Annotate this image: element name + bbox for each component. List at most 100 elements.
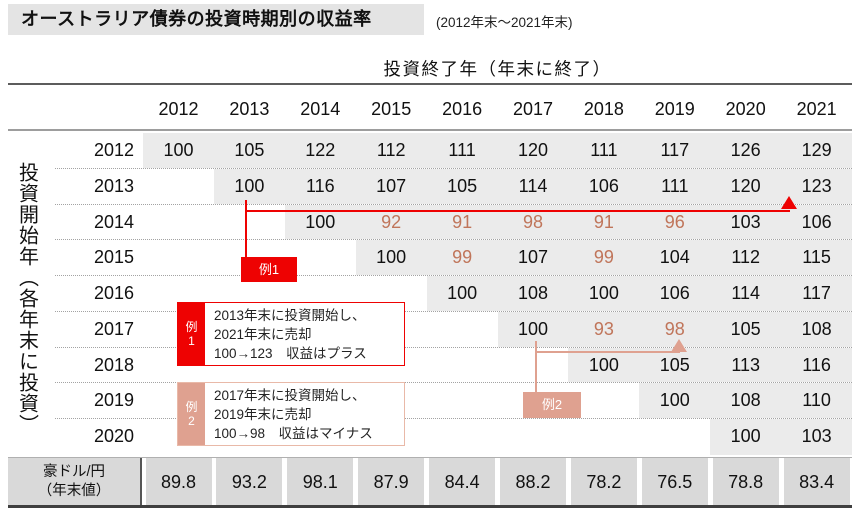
fx-rate-label: 豪ドル/円 （年末値） — [8, 458, 142, 506]
empty-cell — [568, 419, 639, 455]
fx-label-line1: 豪ドル/円 — [42, 464, 106, 480]
column-axis-label: 投資終了年（年末に終了） — [383, 59, 612, 79]
start-year-label: 2016 — [93, 283, 135, 304]
return-cell: 105 — [639, 347, 711, 383]
fx-rate-cell: 78.8 — [712, 458, 779, 506]
example1-callout-tag: 例1 — [178, 303, 205, 365]
return-cell: 111 — [639, 168, 711, 204]
return-cell: 126 — [710, 133, 782, 168]
example1-badge: 例1 — [241, 257, 297, 282]
example1-callout-text: 2013年末に投資開始し、 2021年末に売却 100→123 収益はプラス — [205, 303, 404, 365]
return-cell: 106 — [568, 168, 640, 204]
end-year-header: 2012 — [158, 99, 199, 119]
fx-rate-cell: 89.8 — [145, 458, 212, 506]
title-period-note: (2012年末～2021年末) — [436, 15, 573, 30]
return-cell: 106 — [781, 204, 853, 240]
empty-cell — [427, 312, 498, 347]
empty-cell — [143, 240, 214, 275]
example2-badge: 例2 — [523, 392, 581, 418]
table-row: 2012 100 105 122 112 111 120 111 117 126 129 — [55, 133, 853, 169]
example1-line3: 100→123 収益はプラス — [214, 346, 367, 361]
return-cell: 108 — [781, 311, 853, 347]
return-cell: 100 — [568, 347, 640, 383]
page-title: オーストラリア債券の投資時期別の収益率 — [8, 4, 424, 35]
return-cell: 99 — [568, 240, 640, 276]
table-top-line — [8, 129, 852, 131]
return-cell: 116 — [781, 347, 853, 383]
example2-connector-horizontal — [535, 351, 680, 353]
return-cell: 105 — [213, 133, 285, 168]
row-axis-label: 投資開始年（各年末に投資） — [15, 161, 38, 435]
example1-callout: 例1 2013年末に投資開始し、 2021年末に売却 100→123 収益はプラ… — [177, 302, 405, 366]
table-row: 2019 100 108 110 — [55, 383, 853, 420]
example1-connector-vertical — [245, 200, 247, 258]
example2-callout-tag: 例2 — [178, 383, 205, 445]
return-cell: 100 — [213, 168, 285, 204]
table-row: 2016 100 108 100 106 114 117 — [55, 276, 853, 312]
empty-cell — [639, 419, 710, 455]
end-year-header: 2018 — [583, 99, 624, 119]
example2-line1: 2017年末に投資開始し、 — [214, 388, 366, 403]
fx-rate-cell: 98.1 — [287, 458, 354, 506]
start-year-label: 2020 — [93, 426, 135, 447]
fx-label-line2: （年末値） — [37, 483, 111, 499]
empty-cell — [427, 419, 498, 455]
return-cell: 108 — [497, 276, 569, 311]
table-row: 2018 100 105 113 116 — [55, 347, 853, 384]
return-cell: 115 — [781, 240, 853, 276]
return-cell: 112 — [710, 240, 782, 276]
header-divider-line — [8, 83, 852, 85]
empty-cell — [427, 383, 498, 418]
end-year-header: 2013 — [229, 99, 270, 119]
empty-cell — [427, 348, 498, 383]
return-cell: 117 — [781, 276, 853, 311]
return-cell: 106 — [639, 276, 711, 311]
return-cell: 100 — [639, 383, 711, 419]
example2-up-arrow-icon — [671, 339, 687, 352]
return-cell: 120 — [497, 133, 569, 168]
return-cell: 100 — [568, 276, 640, 311]
example1-line1: 2013年末に投資開始し、 — [214, 308, 366, 323]
return-cell: 120 — [710, 168, 782, 204]
return-cell: 107 — [497, 240, 569, 276]
return-cell: 116 — [284, 168, 356, 204]
return-cell: 111 — [426, 133, 498, 168]
return-cell: 105 — [710, 311, 782, 347]
empty-cell — [143, 205, 214, 240]
return-cell: 113 — [710, 347, 782, 383]
fx-rate-cell: 83.4 — [783, 458, 850, 506]
start-year-label: 2013 — [93, 175, 135, 196]
fx-rate-cell: 76.5 — [641, 458, 708, 506]
return-cell: 100 — [426, 276, 498, 311]
example2-connector-vertical — [535, 341, 537, 393]
return-cell: 100 — [143, 133, 214, 168]
example2-line2: 2019年末に売却 — [214, 407, 312, 422]
return-cell: 129 — [781, 133, 853, 168]
returns-table: 2012 100 105 122 112 111 120 111 117 126 129 2013 10… — [55, 133, 853, 455]
figure-bottom-line — [8, 505, 852, 508]
return-cell: 107 — [355, 168, 427, 204]
example2-line3: 100→98 収益はマイナス — [214, 426, 373, 441]
fx-rate-cell: 88.2 — [500, 458, 566, 506]
return-cell: 117 — [639, 133, 711, 168]
return-cell: 112 — [355, 133, 427, 168]
fx-rate-cell: 93.2 — [216, 458, 283, 506]
empty-cell — [498, 419, 569, 455]
end-year-header: 2015 — [371, 99, 412, 119]
example1-line2: 2021年末に売却 — [214, 327, 312, 342]
return-cell: 114 — [497, 168, 569, 204]
example2-callout: 例2 2017年末に投資開始し、 2019年末に売却 100→98 収益はマイナ… — [177, 382, 405, 446]
fx-rate-cell: 87.9 — [358, 458, 425, 506]
example1-connector-horizontal — [245, 210, 790, 212]
start-year-label: 2014 — [93, 211, 135, 232]
return-cell: 100 — [355, 240, 427, 276]
example1-up-arrow-icon — [781, 196, 797, 209]
end-year-header: 2021 — [796, 99, 837, 119]
start-year-label: 2012 — [93, 140, 135, 160]
end-year-header: 2016 — [442, 99, 483, 119]
return-cell: 122 — [284, 133, 356, 168]
start-year-label: 2019 — [93, 390, 135, 411]
end-year-header: 2014 — [300, 99, 341, 119]
return-cell: 104 — [639, 240, 711, 276]
